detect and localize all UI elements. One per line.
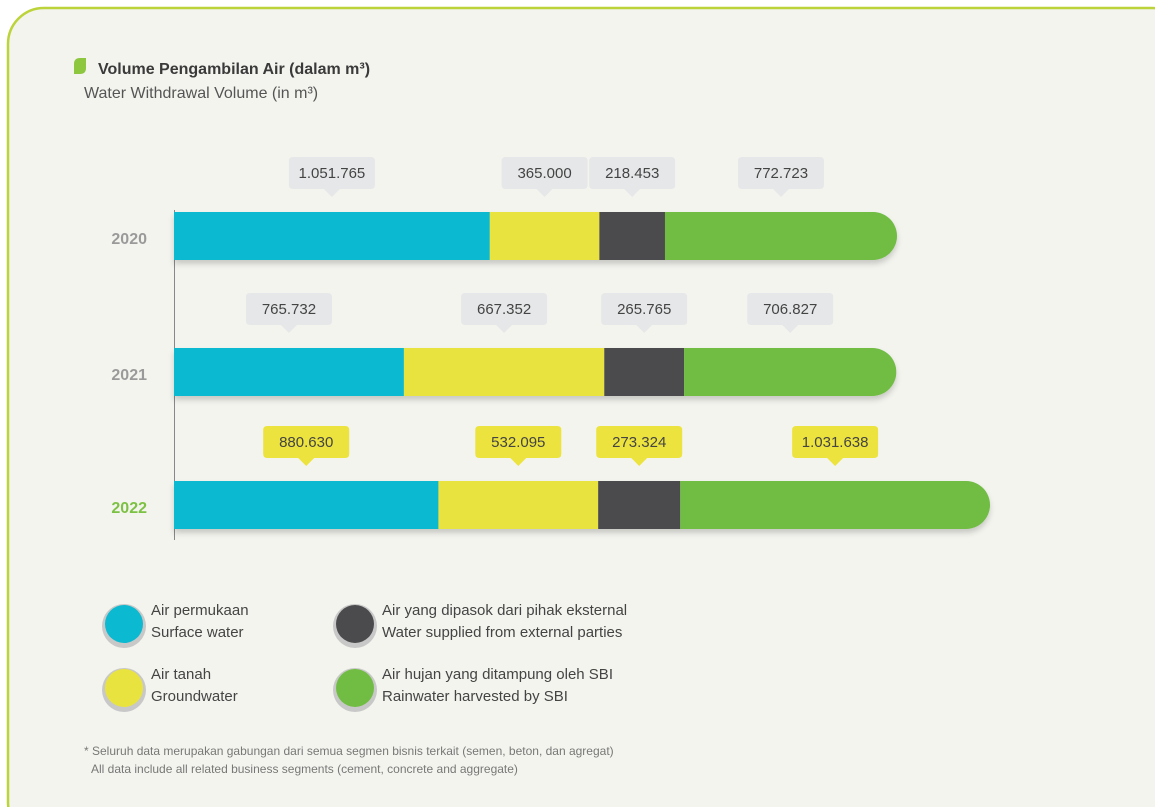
y-tick-label: 2021 [111, 367, 147, 384]
bar-segment [680, 481, 990, 529]
value-label: 1.051.765 [299, 165, 366, 182]
value-label-box [589, 157, 676, 197]
value-label: 532.095 [491, 434, 545, 451]
legend-swatch [336, 669, 374, 707]
bar-segment [403, 348, 605, 396]
value-label-box [245, 293, 332, 333]
bar-segment [664, 212, 897, 260]
value-label: 365.000 [517, 165, 571, 182]
legend-label: Air yang dipasok dari pihak eksternal [382, 602, 627, 619]
bar-segment [684, 348, 897, 396]
legend-swatch [105, 669, 143, 707]
legend-label-en: Groundwater [151, 688, 238, 705]
bar-segment [599, 212, 665, 260]
value-label-box [596, 426, 683, 466]
bar-segment [489, 212, 600, 260]
value-label: 273.324 [612, 434, 666, 451]
bar-row [174, 212, 897, 260]
value-label-box [601, 293, 688, 333]
y-tick-label: 2020 [111, 231, 147, 248]
legend-label: Air tanah [151, 666, 211, 683]
legend-swatch [336, 605, 374, 643]
value-label-box [747, 293, 834, 333]
bar-segment [604, 348, 685, 396]
value-label-box [288, 157, 375, 197]
value-label-box [461, 293, 548, 333]
legend-label: Air permukaan [151, 602, 249, 619]
value-label-box [501, 157, 588, 197]
value-label: 265.765 [617, 301, 671, 318]
footnote: * Seluruh data merupakan gabungan dari s… [84, 744, 614, 758]
bar-segment [438, 481, 599, 529]
bar-row [174, 348, 897, 396]
legend-label: Air hujan yang ditampung oleh SBI [382, 666, 613, 683]
chart-subtitle: Water Withdrawal Volume (in m³) [84, 85, 318, 102]
value-label-box [475, 426, 562, 466]
legend-label-en: Rainwater harvested by SBI [382, 688, 568, 705]
value-label: 667.352 [477, 301, 531, 318]
bar-segment [598, 481, 681, 529]
value-label: 706.827 [763, 301, 817, 318]
value-label: 880.630 [279, 434, 333, 451]
value-label: 218.453 [605, 165, 659, 182]
value-label: 772.723 [754, 165, 808, 182]
value-label-box [737, 157, 824, 197]
leaf-icon [74, 58, 86, 74]
bar-row [174, 481, 990, 529]
card [6, 6, 1155, 807]
chart-title: Volume Pengambilan Air (dalam m³) [98, 61, 370, 78]
legend-label-en: Water supplied from external parties [382, 624, 622, 641]
value-label-box [792, 426, 879, 466]
footnote: All data include all related business se… [91, 762, 518, 776]
legend-swatch [105, 605, 143, 643]
bar-segment [174, 348, 404, 396]
value-label-box [263, 426, 350, 466]
value-label: 765.732 [262, 301, 316, 318]
legend-label-en: Surface water [151, 624, 244, 641]
value-label: 1.031.638 [802, 434, 869, 451]
bar-segment [174, 212, 490, 260]
y-tick-label: 2022 [111, 500, 147, 517]
bar-segment [174, 481, 439, 529]
